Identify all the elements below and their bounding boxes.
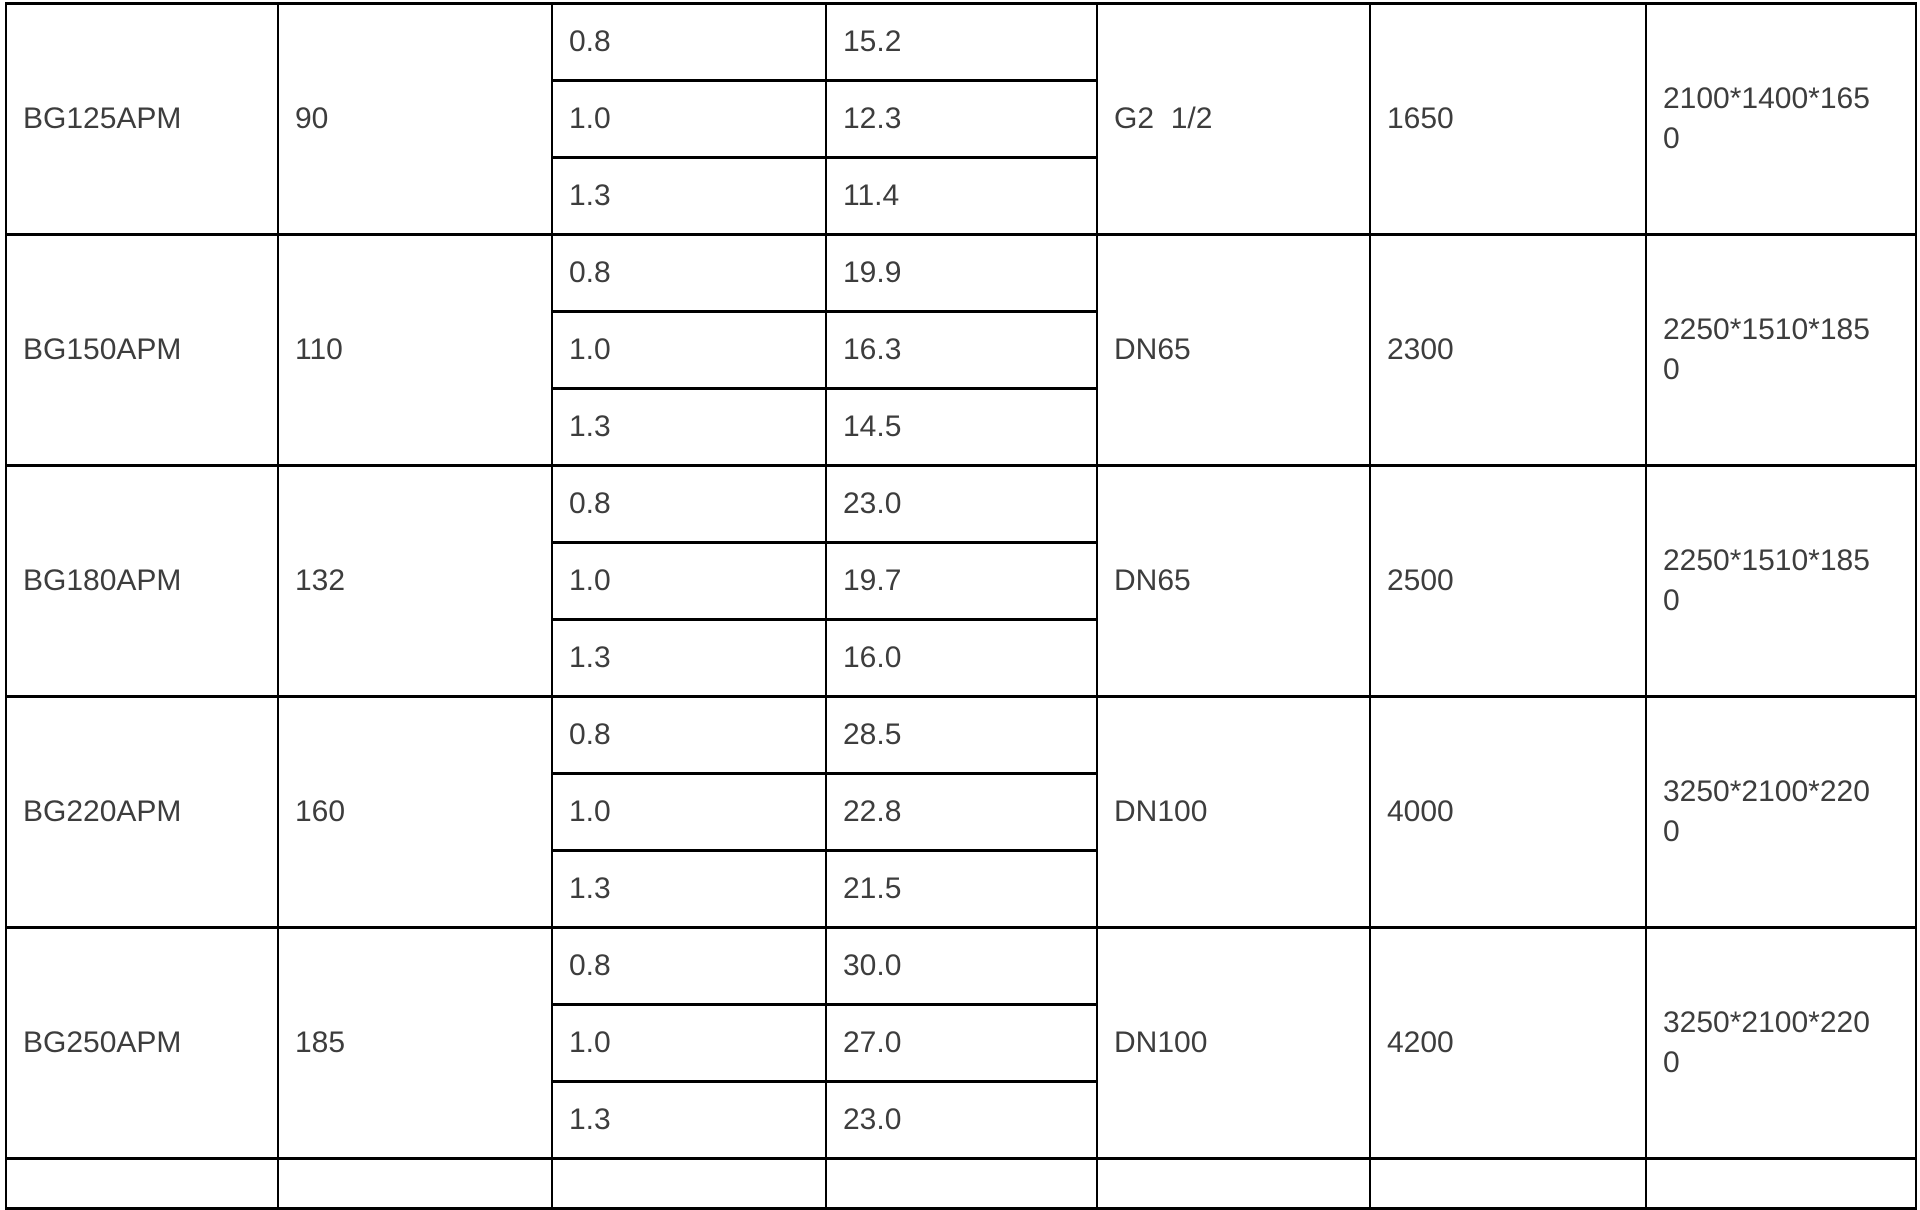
spec-table-container: BG125APM 90 0.8 15.2 G2 1/2 1650 2100*14… (5, 2, 1917, 1210)
capacity-cell: 14.5 (825, 387, 1098, 467)
pressure-cell: 1.0 (551, 310, 827, 390)
dimensions-text: 2250*1510*1850 (1663, 544, 1870, 617)
pressure-cell: 1.3 (551, 387, 827, 467)
capacity-cell: 12.3 (825, 79, 1098, 159)
pressure-cell: 1.0 (551, 1003, 827, 1083)
capacity-cell: 11.4 (825, 156, 1098, 236)
weight-cell: 1650 (1369, 2, 1647, 236)
dimensions-cell: 2250*1510*1850 (1645, 233, 1917, 467)
capacity-cell: 23.0 (825, 1080, 1098, 1160)
pressure-cell: 1.3 (551, 849, 827, 929)
pressure-cell: 1.3 (551, 1080, 827, 1160)
pressure-cell: 0.8 (551, 233, 827, 313)
capacity-cell: 27.0 (825, 1003, 1098, 1083)
model-cell: BG180APM (5, 464, 279, 698)
table-row: 1.3 23.0 (6, 1080, 1916, 1160)
power-cell: 110 (277, 233, 553, 467)
table-row: BG125APM 90 0.8 15.2 G2 1/2 1650 2100*14… (5, 2, 1917, 236)
pressure-cell: 0.8 (551, 2, 827, 82)
table-row: 1.0 16.3 (6, 310, 1916, 390)
partial-cell (825, 1157, 1098, 1210)
model-cell: BG150APM (5, 233, 279, 467)
table-row: BG180APM 132 0.8 23.0 DN65 2500 2250*151… (5, 464, 1917, 698)
dimensions-cell: 2100*1400*1650 (1645, 2, 1917, 236)
capacity-cell: 16.3 (825, 310, 1098, 390)
capacity-cell: 28.5 (825, 695, 1098, 775)
table-row: 1.0 27.0 (6, 1003, 1916, 1083)
table-row: 1.3 16.0 (6, 618, 1916, 698)
pressure-cell: 1.0 (551, 541, 827, 621)
partial-cell (551, 1157, 827, 1210)
table-row: 1.0 12.3 (6, 79, 1916, 159)
dimensions-text: 3250*2100*2200 (1663, 1006, 1870, 1079)
weight-cell: 4200 (1369, 926, 1647, 1160)
table-row: BG220APM 160 0.8 28.5 DN100 4000 3250*21… (5, 695, 1917, 929)
table-row: 1.3 21.5 (6, 849, 1916, 929)
table-row: 1.3 14.5 (6, 387, 1916, 467)
product-spec-table: BG125APM 90 0.8 15.2 G2 1/2 1650 2100*14… (5, 2, 1917, 1210)
dimensions-cell: 3250*2100*2200 (1645, 926, 1917, 1160)
capacity-cell: 15.2 (825, 2, 1098, 82)
table-row: 1.0 22.8 (6, 772, 1916, 852)
capacity-cell: 22.8 (825, 772, 1098, 852)
partial-cell (1369, 1157, 1647, 1210)
model-cell: BG250APM (5, 926, 279, 1160)
pressure-cell: 1.3 (551, 618, 827, 698)
dimensions-text: 2100*1400*1650 (1663, 82, 1870, 155)
pressure-cell: 0.8 (551, 464, 827, 544)
outlet-cell: DN65 (1096, 464, 1371, 698)
table-row: BG150APM 110 0.8 19.9 DN65 2300 2250*151… (5, 233, 1917, 467)
pressure-cell: 1.0 (551, 772, 827, 852)
pressure-cell: 1.0 (551, 79, 827, 159)
capacity-cell: 16.0 (825, 618, 1098, 698)
table-row-partial (5, 1157, 1917, 1210)
power-cell: 132 (277, 464, 553, 698)
outlet-cell: DN100 (1096, 926, 1371, 1160)
model-cell: BG220APM (5, 695, 279, 929)
model-cell: BG125APM (5, 2, 279, 236)
capacity-cell: 30.0 (825, 926, 1098, 1006)
weight-cell: 2300 (1369, 233, 1647, 467)
outlet-cell: DN100 (1096, 695, 1371, 929)
table-row: 1.3 11.4 (6, 156, 1916, 236)
dimensions-cell: 2250*1510*1850 (1645, 464, 1917, 698)
pressure-cell: 1.3 (551, 156, 827, 236)
power-cell: 185 (277, 926, 553, 1160)
capacity-cell: 19.7 (825, 541, 1098, 621)
capacity-cell: 23.0 (825, 464, 1098, 544)
weight-cell: 2500 (1369, 464, 1647, 698)
outlet-cell: G2 1/2 (1096, 2, 1371, 236)
table-row: 1.0 19.7 (6, 541, 1916, 621)
dimensions-text: 2250*1510*1850 (1663, 313, 1870, 386)
outlet-cell: DN65 (1096, 233, 1371, 467)
partial-cell (5, 1157, 279, 1210)
partial-cell (277, 1157, 553, 1210)
partial-cell (1645, 1157, 1917, 1210)
pressure-cell: 0.8 (551, 926, 827, 1006)
pressure-cell: 0.8 (551, 695, 827, 775)
weight-cell: 4000 (1369, 695, 1647, 929)
power-cell: 90 (277, 2, 553, 236)
capacity-cell: 21.5 (825, 849, 1098, 929)
dimensions-cell: 3250*2100*2200 (1645, 695, 1917, 929)
partial-cell (1096, 1157, 1371, 1210)
capacity-cell: 19.9 (825, 233, 1098, 313)
dimensions-text: 3250*2100*2200 (1663, 775, 1870, 848)
table-row: BG250APM 185 0.8 30.0 DN100 4200 3250*21… (5, 926, 1917, 1160)
power-cell: 160 (277, 695, 553, 929)
